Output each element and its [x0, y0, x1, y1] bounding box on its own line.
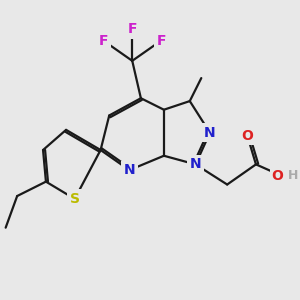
Text: S: S — [70, 192, 80, 206]
Text: H: H — [288, 169, 298, 182]
Text: O: O — [242, 129, 253, 142]
Text: F: F — [156, 34, 166, 48]
Text: N: N — [204, 126, 216, 140]
Text: O: O — [272, 169, 284, 183]
Text: N: N — [124, 163, 135, 177]
Text: N: N — [190, 158, 201, 171]
Text: F: F — [128, 22, 137, 36]
Text: F: F — [99, 34, 108, 48]
